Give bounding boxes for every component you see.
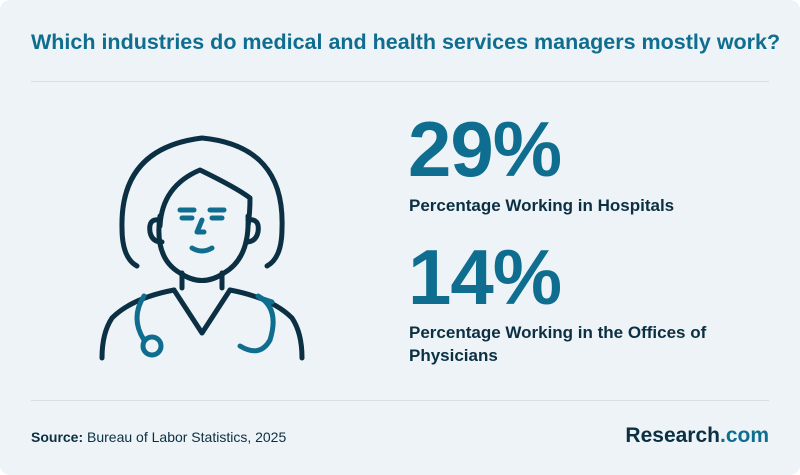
stat-hospitals-value: 29%: [408, 105, 562, 193]
page-title: Which industries do medical and health s…: [31, 30, 781, 54]
brand-suffix: .com: [719, 424, 769, 447]
bottom-divider: [31, 400, 769, 401]
stat-hospitals-label: Percentage Working in Hospitals: [409, 196, 675, 215]
stat-physicians-label: Percentage Working in the Offices of Phy…: [409, 323, 707, 365]
source-text: Bureau of Labor Statistics, 2025: [87, 429, 287, 445]
brand-logo[interactable]: Research.com: [625, 424, 769, 448]
doctor-with-stethoscope-icon: [99, 135, 305, 361]
stat-physicians-value: 14%: [408, 233, 562, 321]
brand-name: Research: [625, 424, 720, 447]
top-divider: [31, 81, 769, 82]
source-prefix: Source:: [31, 429, 84, 445]
source-note: Source: Bureau of Labor Statistics, 2025: [31, 429, 286, 445]
